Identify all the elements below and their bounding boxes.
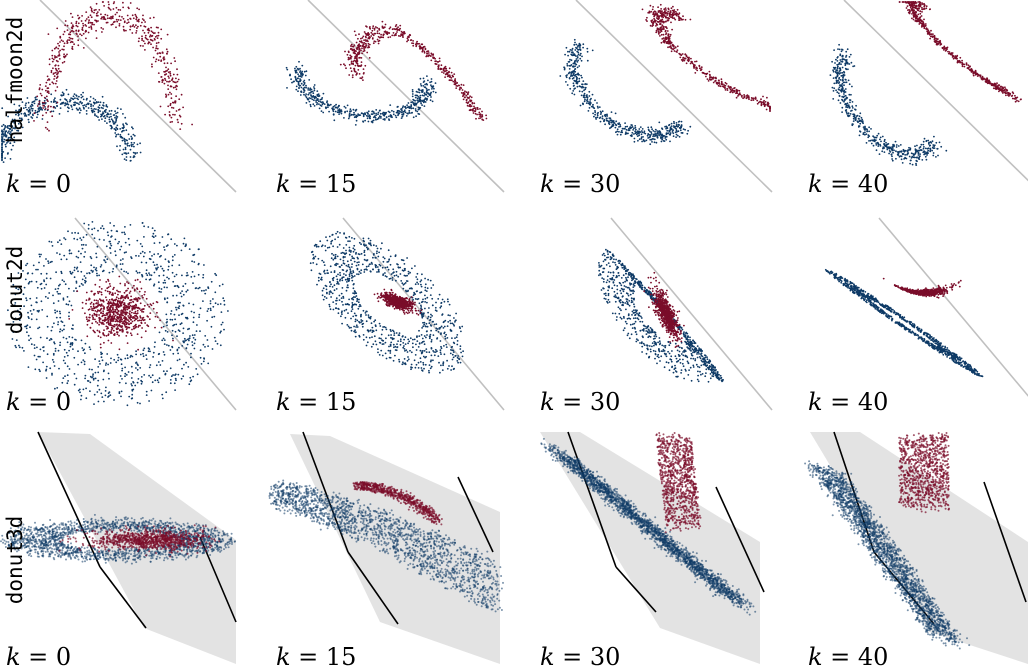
row-label-donut3d: donut3d bbox=[3, 516, 27, 605]
k-label: k = 0 bbox=[6, 643, 71, 671]
decision-boundary-line bbox=[307, 0, 505, 193]
k-label: k = 15 bbox=[276, 388, 356, 416]
decision-boundary-line bbox=[575, 0, 773, 193]
panel-donut2d-k40 bbox=[824, 217, 1028, 397]
panel-donut2d-k30 bbox=[598, 217, 773, 411]
k-label: k = 30 bbox=[540, 170, 620, 198]
label-layer: k = 0 k = 15 k = 30 k = 40 k = 0 k = 15 k = 30… bbox=[3, 17, 888, 671]
k-label: k = 40 bbox=[808, 170, 888, 198]
plane-edge-line bbox=[567, 431, 617, 568]
plane-edge-line bbox=[347, 551, 399, 625]
k-label: k = 15 bbox=[276, 170, 356, 198]
decision-boundary-line bbox=[843, 0, 1028, 182]
panel-donut2d-k15 bbox=[309, 217, 505, 411]
k-label: k = 30 bbox=[540, 388, 620, 416]
plane-edge-line bbox=[983, 481, 1027, 603]
decision-boundary-line bbox=[610, 217, 773, 411]
panel-halfmoon2d-k30 bbox=[559, 0, 773, 193]
plane-edge-line bbox=[37, 431, 101, 568]
decision-boundary-line bbox=[74, 217, 237, 411]
plane-edge-line bbox=[715, 486, 765, 593]
panel-donut2d-k0 bbox=[7, 217, 237, 411]
boundary-plane bbox=[810, 432, 1028, 664]
k-label: k = 15 bbox=[276, 643, 356, 671]
plane-edge-line bbox=[615, 566, 657, 613]
panel-donut3d-k15 bbox=[268, 431, 504, 664]
k-label: k = 0 bbox=[6, 388, 71, 416]
panel-donut3d-k30 bbox=[540, 431, 765, 664]
plane-edge-line bbox=[99, 566, 147, 629]
k-label: k = 0 bbox=[6, 170, 71, 198]
panel-donut3d-k40 bbox=[804, 431, 1028, 664]
decision-boundary-line bbox=[878, 217, 1028, 397]
panel-halfmoon2d-k40 bbox=[829, 0, 1028, 182]
plane-edge-line bbox=[457, 476, 494, 553]
k-label: k = 30 bbox=[540, 643, 620, 671]
panel-halfmoon2d-k0 bbox=[1, 0, 237, 193]
panel-donut3d-k0 bbox=[0, 431, 237, 664]
panel-halfmoon2d-k15 bbox=[285, 0, 505, 193]
k-label: k = 40 bbox=[808, 643, 888, 671]
k-label: k = 40 bbox=[808, 388, 888, 416]
row-label-donut2d: donut2d bbox=[3, 246, 27, 335]
row-label-halfmoon2d: halfmoon2d bbox=[3, 17, 27, 143]
decision-boundary-line bbox=[39, 0, 237, 193]
